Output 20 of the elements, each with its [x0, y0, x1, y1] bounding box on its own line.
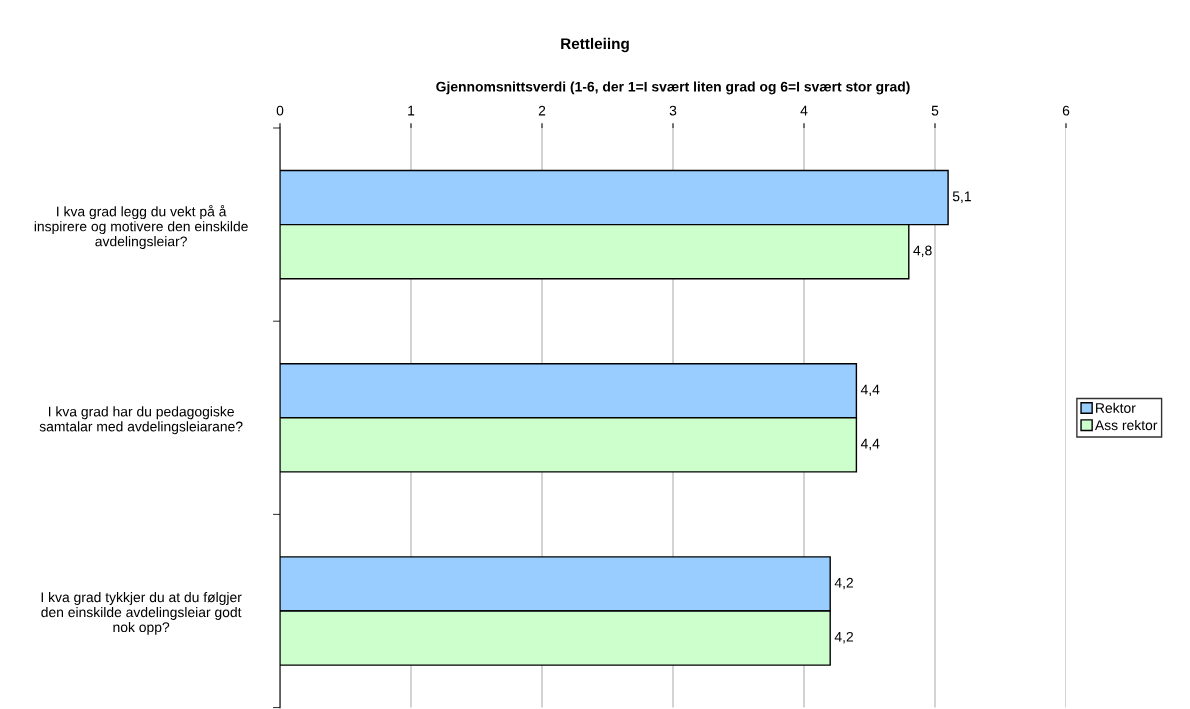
- data-label: 4,2: [834, 577, 853, 590]
- x-tick-label: 5: [931, 105, 939, 116]
- x-tick-label: 6: [1062, 105, 1070, 116]
- x-tick-label: 4: [800, 105, 808, 116]
- data-label: 4,8: [913, 245, 932, 258]
- y-tick-label: I kva grad har du pedagogiske samtalar med avdelingsleiarane?: [39, 406, 243, 435]
- x-tick-label: 3: [669, 105, 677, 116]
- legend-label: Ass rektor: [1094, 419, 1158, 431]
- data-label: 4,2: [834, 631, 853, 644]
- x-tick-label: 2: [538, 105, 546, 116]
- y-tick-label: I kva grad legg du vekt på å inspirere og motivere den einskilde avdelingsleiar?: [34, 205, 248, 250]
- y-tick-label: I kva grad tykkjer du at du følgjer den einskilde avdelingsleiar godt nok opp?: [41, 592, 242, 635]
- data-label: 5,1: [952, 191, 971, 203]
- data-label: 4,4: [860, 384, 880, 397]
- chart-title: Rettleiing: [561, 37, 629, 53]
- data-label: 4,4: [860, 438, 880, 451]
- x-tick-label: 1: [408, 105, 415, 116]
- x-tick-label: 0: [276, 105, 284, 116]
- x-axis-title: Gjennomsnittsverdi (1-6, der 1=I svært liten grad og 6=I svært stor grad): [436, 81, 910, 95]
- legend-label: Rektor: [1096, 402, 1136, 413]
